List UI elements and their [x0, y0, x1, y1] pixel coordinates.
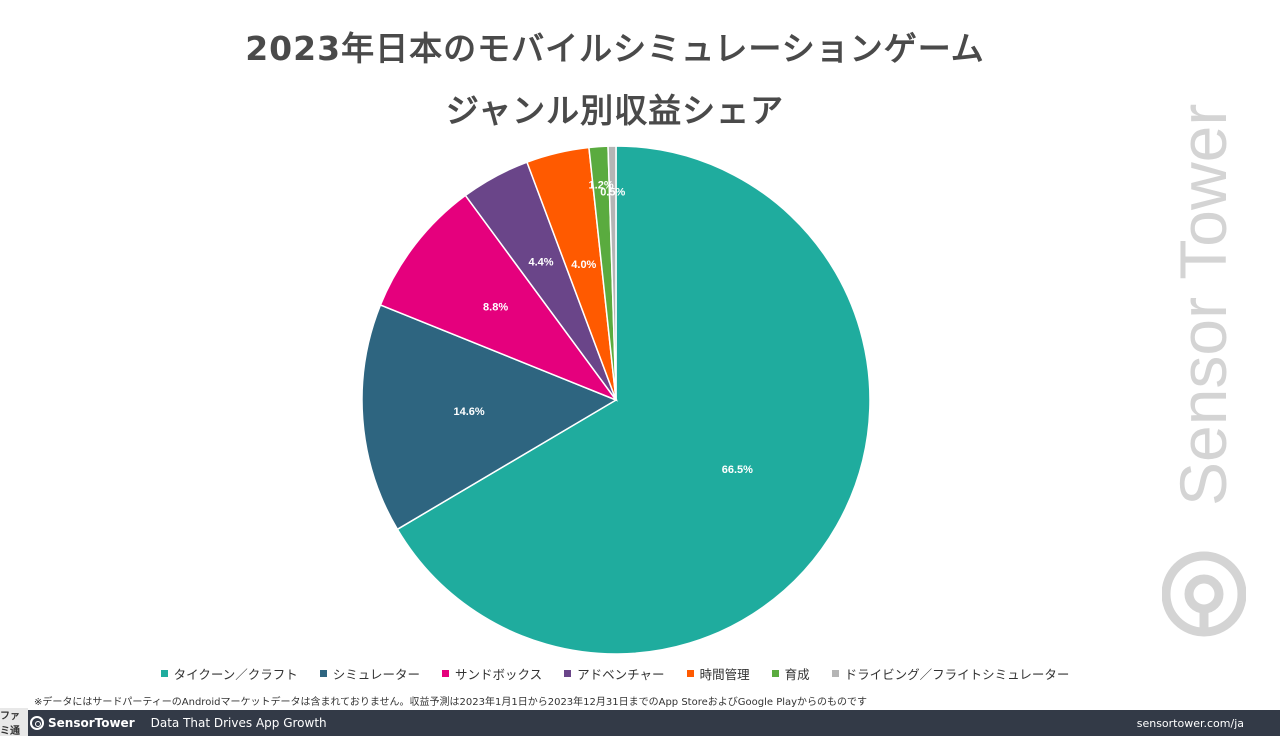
legend-label-3: サンドボックス [455, 667, 543, 682]
legend-label-1: タイクーン／クラフト [173, 667, 298, 682]
footer-url[interactable]: sensortower.com/ja [1136, 716, 1244, 730]
footer-tagline: Data That Drives App Growth [150, 716, 327, 730]
watermark-text: Sensor Tower [1166, 104, 1240, 506]
sensor-tower-watermark: Sensor Tower [1162, 104, 1246, 637]
legend-swatch-1 [160, 670, 168, 677]
legend-label-5: 時間管理 [699, 667, 750, 682]
chart-title-line-2: ジャンル別収益シェア [445, 91, 785, 130]
legend-item-6: 育成 [771, 664, 810, 683]
legend-label-7: ドライビング／フライトシミュレーター [844, 667, 1070, 682]
watermark-logo-icon [1162, 551, 1246, 637]
legend-label-6: 育成 [784, 667, 810, 682]
legend-item-5: 時間管理 [686, 664, 750, 683]
footer-bar: SensorTower Data That Drives App Growth … [0, 710, 1280, 736]
pie-slice-7 [607, 145, 617, 401]
chart-legend: タイクーン／クラフト シミュレーター サンドボックス アドベンチャー 時間管理 育成 ドライ… [0, 664, 1230, 683]
legend-swatch-4 [564, 670, 572, 677]
footnote: ※データにはサードパーティーのAndroidマーケットデータは含まれておりません… [34, 697, 868, 708]
legend-swatch-7 [831, 670, 839, 677]
legend-swatch-5 [686, 670, 694, 677]
legend-item-1: タイクーン／クラフト [160, 664, 298, 683]
slice-label-3: 8.8% [483, 302, 508, 314]
legend-item-3: サンドボックス [442, 664, 542, 683]
slice-label-7: 0.5% [600, 187, 625, 199]
pie-slice-2 [361, 304, 618, 531]
legend-swatch-6 [771, 670, 779, 677]
slice-label-6: 1.2% [589, 180, 614, 192]
famitsu-badge: ファミ通 [0, 708, 28, 737]
chart-title-line-1: 2023年日本のモバイルシミュレーションゲーム [245, 29, 985, 68]
legend-label-2: シミュレーター [332, 667, 421, 682]
slice-label-5: 4.0% [571, 259, 596, 271]
footer-logo: SensorTower [30, 716, 135, 730]
pie-slice-1 [396, 145, 871, 655]
legend-item-4: アドベンチャー [564, 664, 665, 683]
legend-swatch-3 [442, 670, 450, 677]
legend-item-7: ドライビング／フライトシミュレーター [831, 664, 1070, 683]
sensor-tower-logo-icon [30, 716, 44, 730]
slice-label-1: 66.5% [722, 464, 753, 476]
legend-label-4: アドベンチャー [577, 667, 665, 682]
footer-logo-text: SensorTower [48, 716, 135, 730]
slice-label-4: 4.4% [528, 257, 553, 269]
slice-label-2: 14.6% [453, 406, 484, 418]
pie-slice-3 [379, 194, 619, 402]
legend-swatch-2 [319, 670, 327, 677]
legend-item-2: シミュレーター [319, 664, 421, 683]
